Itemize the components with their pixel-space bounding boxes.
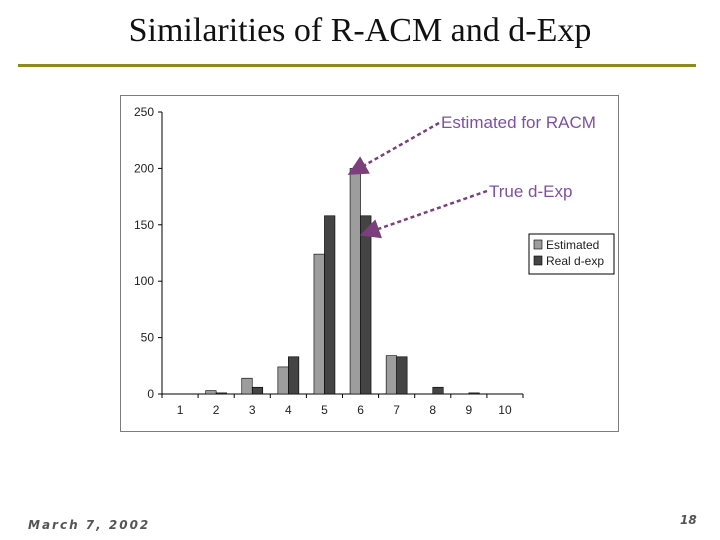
annotation-label: True d-Exp (489, 182, 572, 201)
annotation-arrow (347, 121, 440, 175)
y-tick-label: 100 (134, 274, 154, 288)
bar-real-d-exp (432, 386, 444, 395)
page-number: 18 (680, 513, 697, 527)
bar-real-d-exp (360, 215, 372, 395)
bar-estimated (349, 168, 361, 395)
bar-real-d-exp (251, 386, 264, 395)
y-tick-label: 150 (134, 218, 154, 232)
bar-real-d-exp (468, 392, 480, 395)
x-tick-label: 3 (249, 403, 256, 417)
x-tick-label: 1 (177, 403, 184, 417)
y-tick-label: 0 (147, 387, 154, 401)
legend-box (528, 233, 615, 275)
bar-real-d-exp (215, 392, 227, 395)
footer-date: March 7, 2002 (28, 518, 151, 532)
chart-frame: 0 50 100 150 200 250 1 2 3 4 5 6 7 8 9 10 Estimated Real … (120, 95, 619, 432)
legend-swatch (533, 239, 543, 250)
y-tick-label: 250 (134, 105, 154, 119)
bar-real-d-exp (396, 356, 408, 395)
bar-estimated (313, 253, 325, 395)
annotation-label: Estimated for RACM (441, 113, 596, 132)
legend-swatch (533, 255, 543, 266)
bar-chart: 0 50 100 150 200 250 1 2 3 4 5 6 7 8 9 10 Estimated Real … (134, 105, 615, 417)
bar-real-d-exp (288, 356, 300, 395)
bar-estimated (385, 355, 397, 395)
x-tick-label: 6 (357, 403, 364, 417)
bar-estimated (205, 390, 217, 395)
bar-estimated (277, 366, 289, 395)
annotation-arrow (359, 189, 488, 239)
x-tick-label: 10 (498, 403, 512, 417)
slide-title: Similarities of R-ACM and d-Exp (128, 12, 592, 49)
x-tick-label: 9 (466, 403, 473, 417)
y-tick-label: 50 (141, 331, 155, 345)
legend-label: Estimated (546, 238, 599, 252)
x-tick-label: 8 (429, 403, 436, 417)
y-tick-label: 200 (134, 161, 154, 175)
legend-label: Real d-exp (546, 254, 604, 268)
bar-estimated (241, 377, 253, 395)
x-tick-label: 5 (321, 403, 328, 417)
title-rule (18, 64, 696, 67)
x-tick-label: 7 (393, 403, 400, 417)
bar-real-d-exp (324, 215, 336, 395)
x-tick-label: 4 (285, 403, 292, 417)
x-tick-label: 2 (213, 403, 220, 417)
